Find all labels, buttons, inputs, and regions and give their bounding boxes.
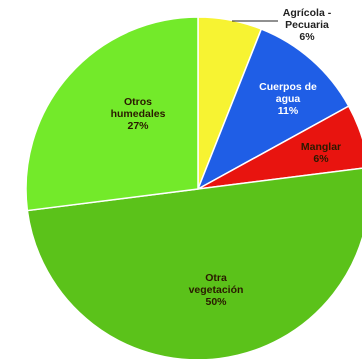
slice-label: Otra vegetación 50% xyxy=(189,272,244,308)
slice-label: Manglar 6% xyxy=(301,141,341,165)
slice-label: Cuerpos de agua 11% xyxy=(259,81,317,117)
pie-slices xyxy=(25,16,362,359)
pie-slice xyxy=(25,16,199,212)
slice-label: Otros humedales 27% xyxy=(111,96,166,132)
slice-label: Agrícola -Pecuaria 6% xyxy=(283,7,332,43)
pie-slice xyxy=(196,28,350,191)
pie-labels: Agrícola -Pecuaria 6% Cuerpos de agua 11% Man… xyxy=(111,7,342,308)
